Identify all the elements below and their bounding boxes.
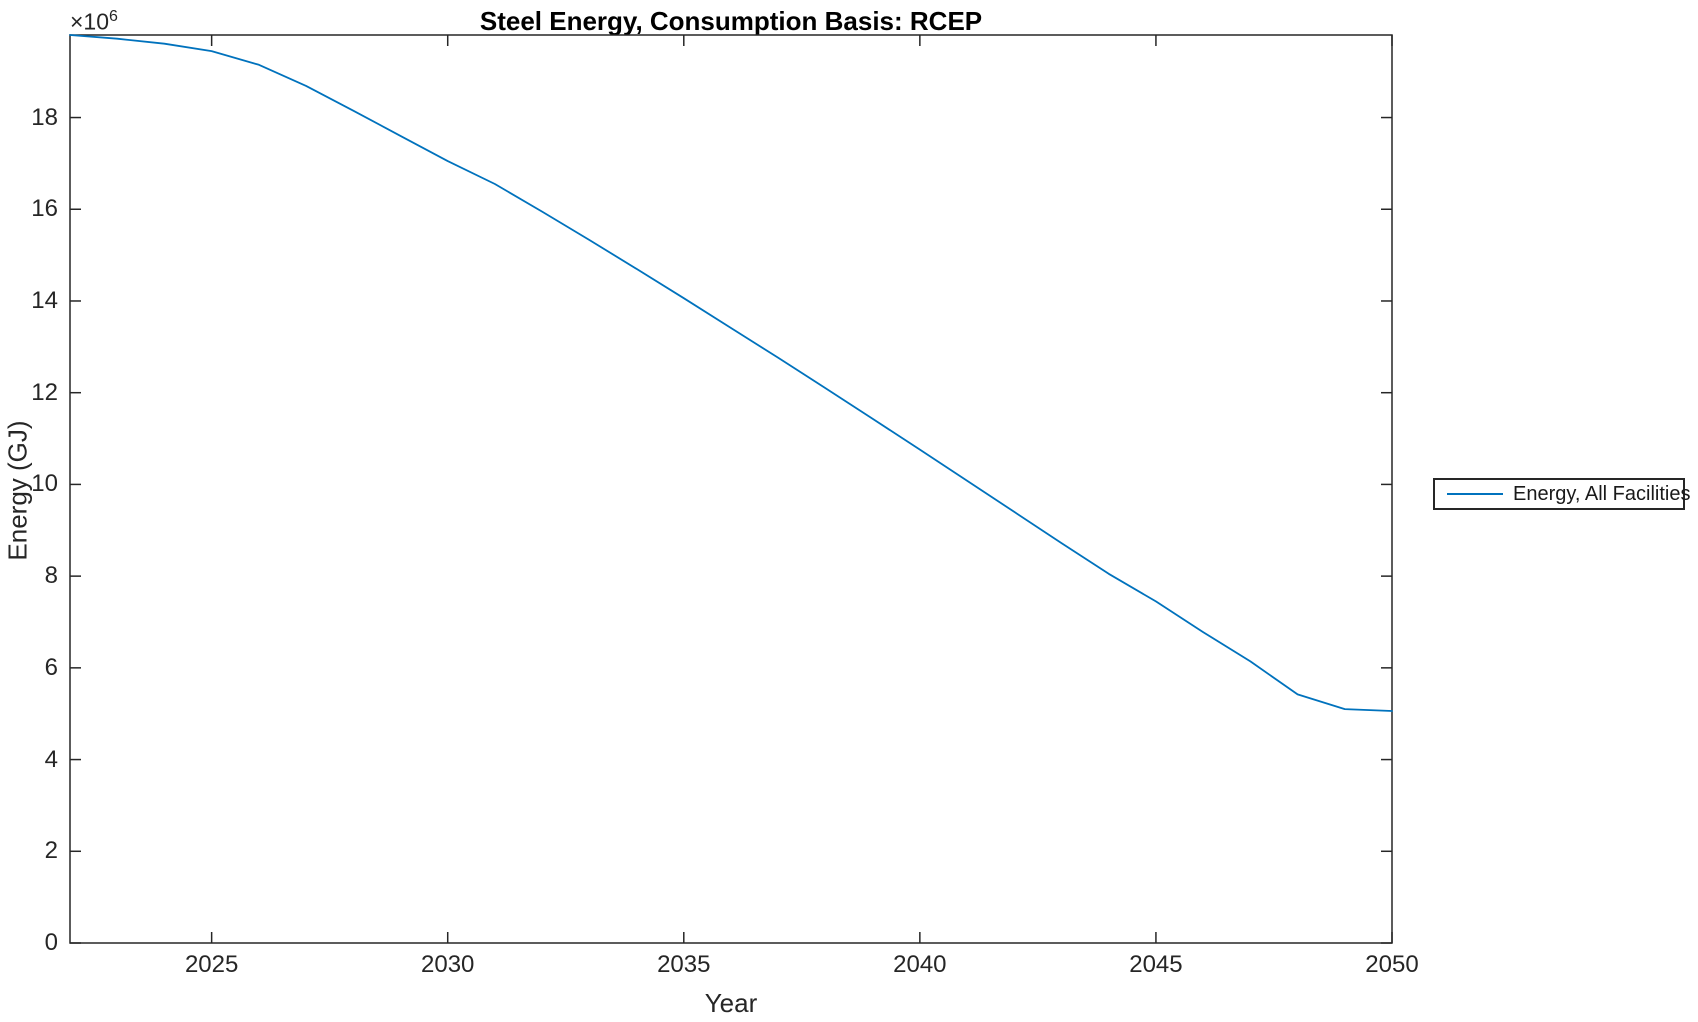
legend-line-sample-icon <box>1447 493 1503 495</box>
y-tick-label: 14 <box>31 286 58 314</box>
legend-entry-label: Energy, All Facilities <box>1513 482 1691 505</box>
x-tick-label: 2050 <box>1365 951 1419 978</box>
energy-series-line <box>69 34 1393 712</box>
y-axis-multiplier-exponent: 6 <box>109 8 118 25</box>
x-tick-label: 2040 <box>893 951 947 978</box>
y-axis-multiplier-base: ×10 <box>70 8 110 35</box>
y-tick-label: 10 <box>31 470 58 498</box>
axes-border <box>69 34 1393 944</box>
y-tick-label: 0 <box>44 929 58 956</box>
y-tick-label: 18 <box>31 103 58 131</box>
x-tick-label: 2025 <box>184 951 239 978</box>
legend: Energy, All Facilities <box>1433 478 1690 510</box>
x-axis-label: Year <box>704 988 758 1018</box>
y-axis-multiplier: ×106 <box>70 8 118 36</box>
x-tick-label: 2030 <box>421 951 475 978</box>
y-tick-label: 4 <box>44 745 58 773</box>
x-tick-label: 2045 <box>1129 951 1183 978</box>
y-tick-label: 2 <box>44 837 58 865</box>
y-tick-label: 6 <box>44 653 58 681</box>
plot-title: Steel Energy, Consumption Basis: RCEP <box>479 6 983 36</box>
y-tick-label: 16 <box>31 195 58 223</box>
x-tick-label: 2035 <box>657 951 711 978</box>
y-tick-label: 12 <box>31 378 58 406</box>
y-tick-label: 8 <box>44 562 58 590</box>
